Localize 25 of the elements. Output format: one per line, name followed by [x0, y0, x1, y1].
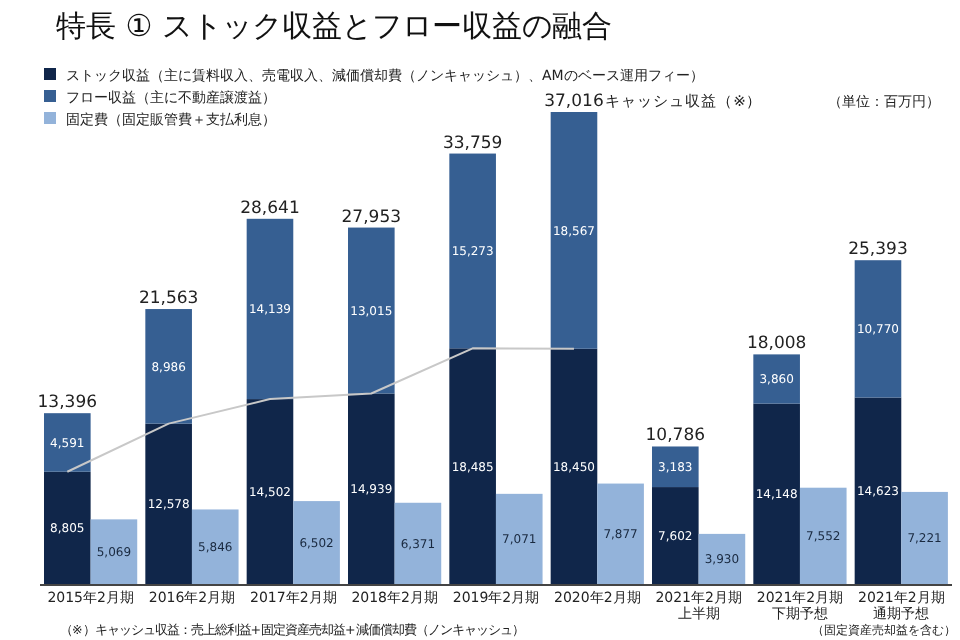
total-label: 10,786 — [645, 426, 706, 447]
bar — [246, 218, 294, 400]
bar — [550, 112, 598, 349]
bar — [550, 348, 598, 584]
bar — [348, 393, 395, 584]
bar — [753, 354, 800, 404]
text: 特長 ① ストック収益とフロー収益の融合 — [54, 8, 614, 48]
bar — [854, 397, 902, 584]
bar — [449, 348, 496, 584]
bar — [449, 153, 496, 349]
bar — [348, 227, 395, 394]
total-label: 28,641 — [240, 198, 300, 219]
bar — [145, 423, 192, 584]
bar — [652, 446, 699, 488]
total-label: 25,393 — [848, 240, 908, 261]
bar — [44, 413, 91, 472]
total-label: 13,396 — [37, 393, 98, 414]
total-label: 27,953 — [341, 207, 402, 228]
total-label: 33,759 — [442, 133, 503, 154]
bar — [854, 260, 902, 398]
total-label: 21,563 — [138, 289, 199, 310]
total-label: 37,016 — [544, 92, 604, 112]
bar — [246, 399, 294, 584]
bar — [145, 309, 192, 424]
total-label: 18,008 — [746, 334, 807, 355]
